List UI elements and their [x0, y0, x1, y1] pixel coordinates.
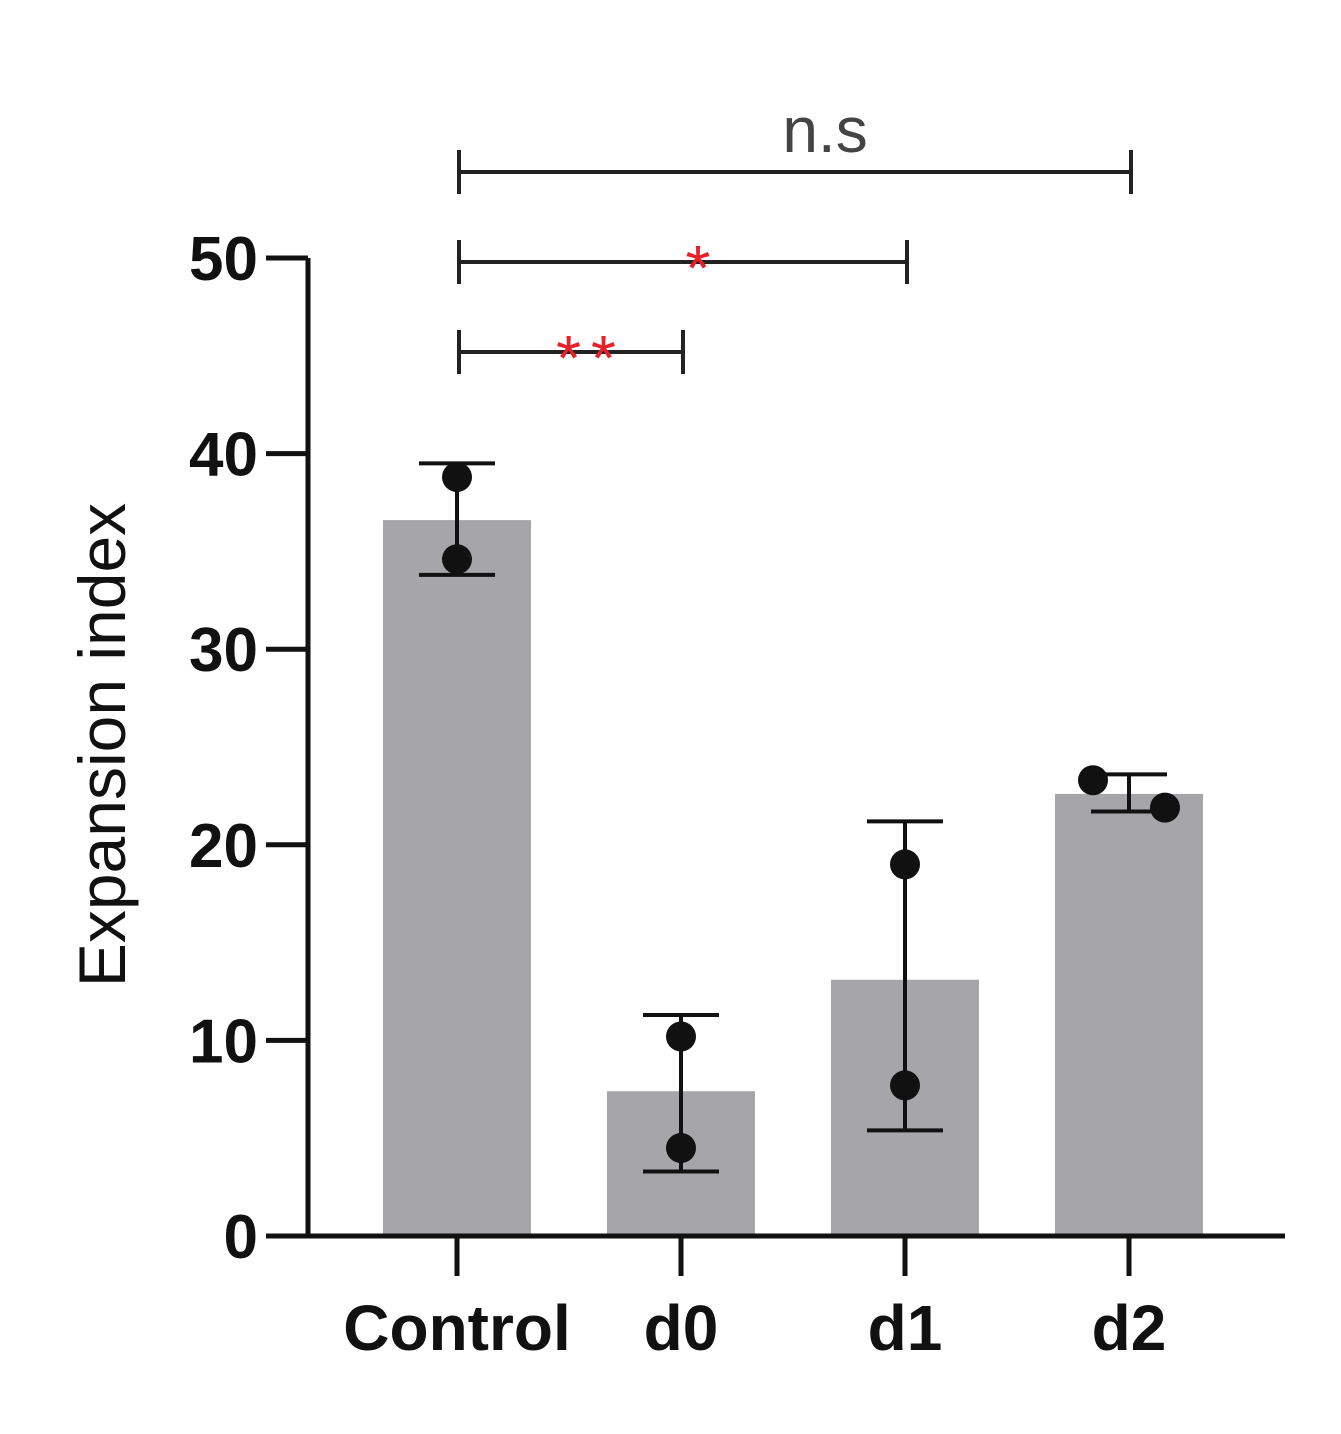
- data-point-d2-2: [1150, 792, 1180, 823]
- data-point-d0-1: [666, 1132, 696, 1163]
- x-tick-label-d1: d1: [868, 1292, 943, 1364]
- sig-control-d0-label: **: [556, 322, 626, 394]
- data-points-layer: [442, 462, 1180, 1163]
- data-point-d1-2: [890, 849, 920, 880]
- error-bars-layer: [419, 461, 1167, 1174]
- axes-layer: 0 10 20 30 40 50 Control d0 d1 d2: [189, 225, 1285, 1364]
- y-tick-label-20: 20: [189, 812, 258, 881]
- data-point-control-2: [442, 462, 472, 493]
- y-tick-label-0: 0: [224, 1203, 258, 1272]
- data-point-control-1: [442, 544, 472, 575]
- bar-d2: [1055, 793, 1203, 1236]
- data-point-d2-1: [1078, 765, 1108, 796]
- x-tick-label-d2: d2: [1092, 1292, 1167, 1364]
- bars-layer: [383, 520, 1203, 1236]
- data-point-d1-1: [890, 1070, 920, 1101]
- x-tick-label-d0: d0: [644, 1292, 719, 1364]
- sig-control-d1-label: *: [686, 232, 721, 304]
- y-tick-label-10: 10: [189, 1007, 258, 1076]
- y-tick-label-50: 50: [189, 225, 258, 294]
- significance-layer: n.s***: [457, 94, 1133, 394]
- x-tick-label-control: Control: [343, 1292, 571, 1364]
- data-point-d0-2: [666, 1021, 696, 1052]
- y-axis-title: Expansion index: [65, 503, 139, 987]
- y-tick-label-30: 30: [189, 616, 258, 685]
- sig-control-d2-label: n.s: [782, 94, 867, 166]
- bar-control: [383, 520, 531, 1236]
- y-tick-label-40: 40: [189, 421, 258, 490]
